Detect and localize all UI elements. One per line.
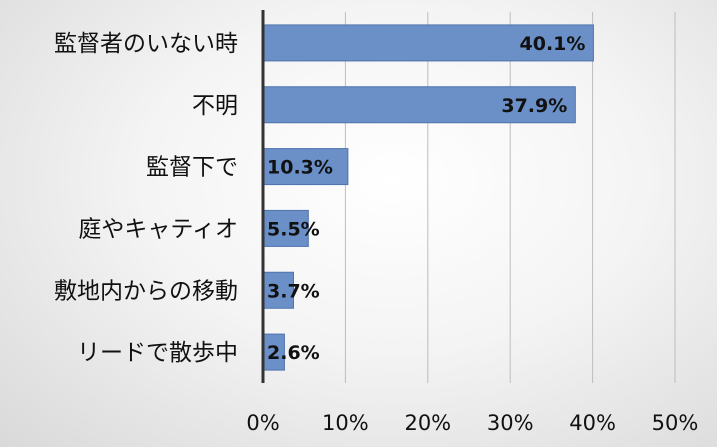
x-tick-label: 50% [652, 411, 699, 435]
category-label: 監督下で [146, 155, 238, 181]
category-label: 不明 [192, 93, 238, 119]
data-label: 3.7% [267, 280, 320, 302]
x-tick-label: 30% [487, 411, 534, 435]
category-label: 敷地内からの移動 [54, 278, 238, 304]
data-label: 37.9% [501, 95, 567, 117]
data-label: 10.3% [267, 157, 333, 179]
x-tick-label: 10% [322, 411, 369, 435]
bar [262, 148, 349, 186]
x-tick-label: 40% [569, 411, 616, 435]
category-label: リードで散歩中 [77, 340, 238, 366]
category-label: 監督者のいない時 [54, 31, 238, 57]
labels: 0% 10% 20% 30% 40% 50% 監督者のいない時 40.1% 不明 37.9% 監督下… [54, 31, 698, 435]
bar [262, 209, 309, 247]
gridlines [344, 12, 676, 383]
category-label: 庭やキャティオ [78, 216, 238, 242]
data-label: 2.6% [267, 342, 320, 364]
x-tick-label: 0% [246, 411, 279, 435]
bar [262, 24, 594, 62]
data-label: 5.5% [267, 218, 320, 240]
x-tick-label: 20% [404, 411, 451, 435]
bar [262, 271, 294, 309]
data-label: 40.1% [520, 33, 586, 55]
